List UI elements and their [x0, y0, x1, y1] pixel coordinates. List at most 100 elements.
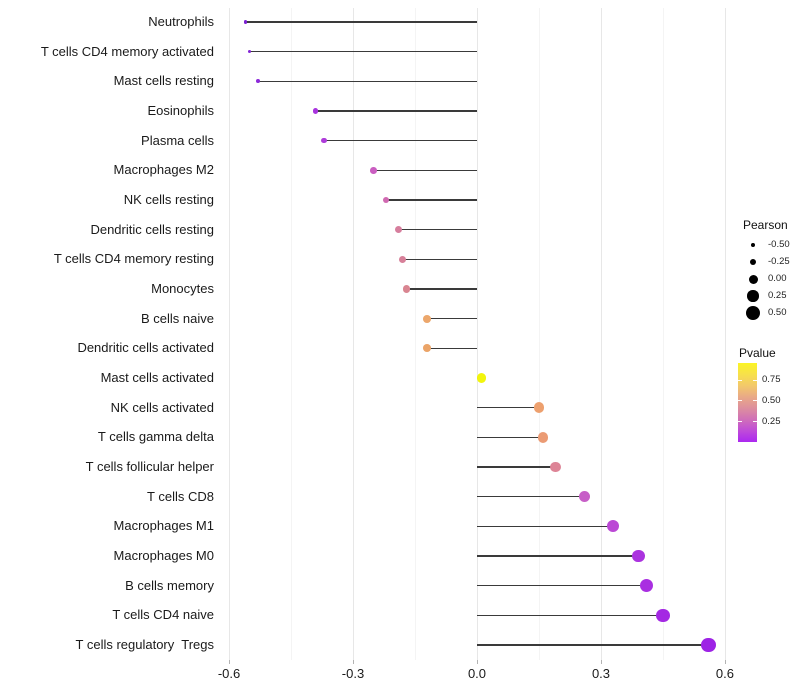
lollipop-stem [257, 80, 477, 83]
lollipop-stem [315, 110, 477, 112]
pearson-legend-dot [746, 306, 760, 320]
pvalue-gradient-bar [738, 363, 757, 442]
category-label: T cells gamma delta [97, 429, 214, 445]
gridline [724, 8, 726, 660]
lollipop-stem [324, 139, 477, 142]
gridline [229, 8, 231, 660]
lollipop-stem [373, 169, 477, 172]
pearson-legend-dot [750, 242, 756, 248]
x-axis-tick [724, 660, 726, 664]
pearson-legend-title: Pearson [743, 218, 788, 232]
pvalue-bar-tick [753, 400, 757, 402]
pearson-legend-label: -0.25 [768, 256, 790, 267]
gridline [662, 8, 664, 660]
x-axis-tick [600, 660, 602, 664]
x-axis-tick-label: 0.6 [715, 666, 734, 681]
category-label: Mast cells activated [100, 370, 214, 385]
data-point-dot [394, 226, 403, 234]
category-label: T cells regulatory Tregs [75, 637, 214, 652]
gridline [477, 8, 478, 660]
lollipop-stem [402, 258, 477, 261]
data-point-dot [537, 432, 549, 443]
data-point-dot [656, 608, 670, 623]
lollipop-stem [249, 50, 477, 53]
category-label: NK cells resting [123, 192, 214, 207]
x-axis-tick-label: -0.3 [341, 666, 365, 681]
category-label: T cells CD4 memory resting [53, 251, 214, 267]
category-label: T cells CD4 memory activated [40, 43, 214, 59]
category-label: Neutrophils [148, 14, 214, 29]
pearson-legend-dot [747, 290, 759, 302]
lollipop-stem [477, 436, 544, 439]
pearson-legend-label: 0.00 [768, 273, 787, 284]
category-label: Eosinophils [147, 103, 215, 118]
pearson-legend-dot [749, 258, 757, 266]
category-label: B cells naive [141, 310, 214, 326]
data-point-dot [550, 461, 561, 473]
category-label: Dendritic cells resting [90, 221, 214, 237]
lollipop-stem [477, 644, 709, 646]
x-axis-tick-label: 0.3 [591, 666, 611, 681]
data-point-dot [247, 49, 252, 54]
category-label: Mast cells resting [113, 73, 214, 89]
lollipop-stem [386, 199, 477, 201]
gridline [353, 8, 354, 660]
gridline [291, 8, 292, 660]
lollipop-stem [477, 525, 614, 528]
x-axis-tick [229, 660, 231, 664]
pvalue-tick-label: 0.25 [762, 415, 781, 427]
gridline [415, 8, 416, 660]
category-label: Macrophages M0 [113, 548, 214, 563]
data-point-dot [243, 20, 248, 24]
lollipop-stem [477, 584, 647, 587]
data-point-dot [476, 373, 486, 383]
category-label: T cells CD8 [147, 488, 214, 504]
lollipop-stem [477, 614, 663, 617]
data-point-dot [423, 314, 432, 323]
data-point-dot [631, 549, 645, 563]
pvalue-bar-tick [738, 379, 742, 381]
pearson-legend-label: -0.50 [768, 239, 790, 250]
lollipop-stem [398, 228, 477, 231]
data-point-dot [398, 255, 407, 263]
category-label: Monocytes [151, 281, 214, 296]
pvalue-bar-tick [738, 400, 742, 402]
lollipop-stem [427, 347, 477, 350]
pvalue-bar-tick [738, 421, 742, 423]
x-axis-tick-label: 0.0 [467, 666, 487, 681]
category-label: T cells CD4 naive [112, 607, 214, 623]
category-label: NK cells activated [110, 399, 214, 415]
category-label: B cells memory [125, 577, 214, 593]
lollipop-stem [427, 317, 477, 320]
pearson-legend-label: 0.50 [768, 307, 787, 318]
pvalue-bar-tick [753, 379, 757, 381]
category-label: Dendritic cells activated [77, 340, 214, 356]
category-label: Macrophages M1 [113, 518, 214, 534]
lollipop-stem [477, 495, 585, 498]
data-point-dot [370, 167, 377, 174]
lollipop-stem [406, 288, 477, 290]
lollipop-stem [477, 406, 539, 409]
data-point-dot [578, 490, 591, 503]
data-point-dot [313, 108, 319, 114]
lollipop-stem [245, 21, 477, 23]
category-label: Plasma cells [141, 132, 214, 148]
gridline [538, 8, 540, 660]
gridline [600, 8, 602, 660]
data-point-dot [607, 520, 620, 533]
data-point-dot [321, 137, 327, 144]
pvalue-bar-tick [753, 421, 757, 423]
category-label: T cells follicular helper [85, 459, 214, 474]
x-axis-tick [353, 660, 354, 664]
x-axis-tick-label: -0.6 [217, 666, 241, 681]
data-point-dot [423, 344, 432, 353]
pvalue-legend-title: Pvalue [739, 346, 776, 360]
pearson-legend-label: 0.25 [768, 290, 787, 301]
data-point-dot [382, 196, 390, 204]
data-point-dot [256, 79, 260, 84]
pvalue-tick-label: 0.50 [762, 394, 781, 406]
category-label: Macrophages M2 [113, 162, 214, 178]
pearson-legend-dot [748, 274, 758, 284]
lollipop-stem [477, 555, 639, 557]
